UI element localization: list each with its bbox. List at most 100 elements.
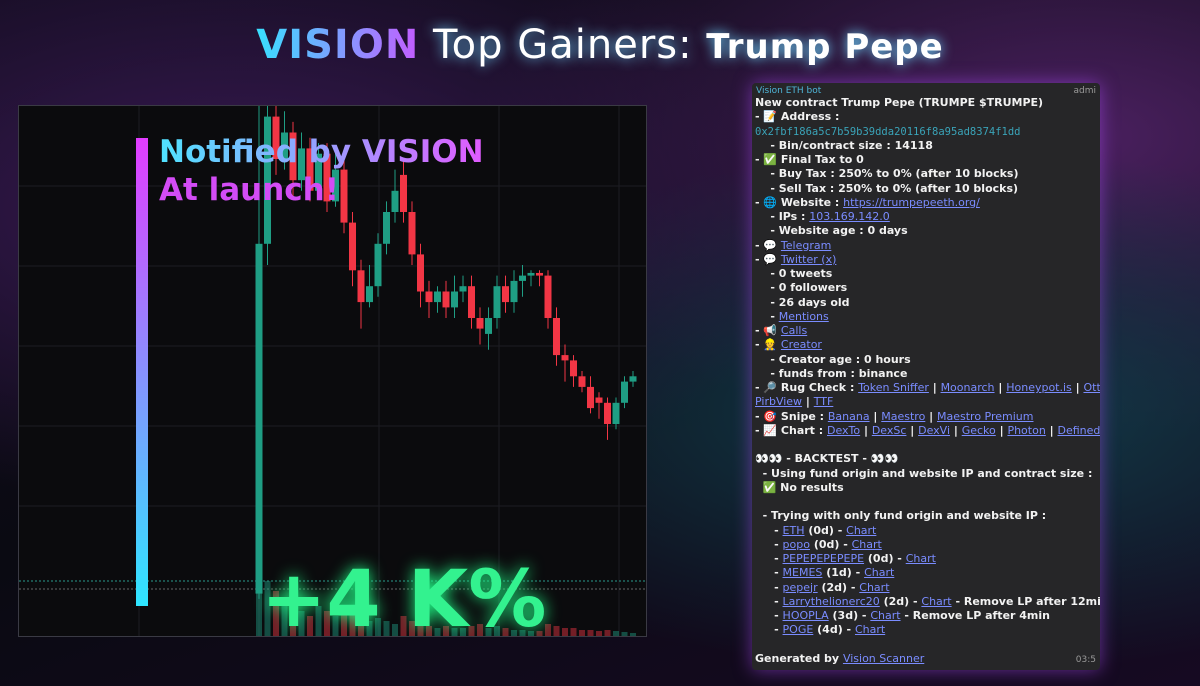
accent-bar xyxy=(136,138,148,606)
candle-body xyxy=(578,376,586,387)
link[interactable]: Chart xyxy=(854,623,886,637)
text: - 🔎 Rug Check : xyxy=(755,381,859,394)
text: - Website age : 0 days xyxy=(755,224,908,238)
text: | xyxy=(1045,423,1058,437)
message-line: - Sell Tax : 250% to 0% (after 10 blocks… xyxy=(755,182,1100,196)
text: - xyxy=(755,537,783,551)
link[interactable]: Banana xyxy=(827,409,870,423)
link[interactable]: HOOPLA xyxy=(782,609,829,622)
link[interactable]: Calls xyxy=(780,324,808,337)
text: fund origin and website IP : xyxy=(870,509,1047,523)
candle-body xyxy=(510,280,518,303)
chart: Notified by VISION At launch! +4 K% xyxy=(19,106,646,645)
message-line: - Creator age : 0 hours xyxy=(755,353,1100,367)
role: admi xyxy=(1073,86,1097,96)
link[interactable]: Maestro Premium xyxy=(937,409,1034,423)
link[interactable]: pepejr xyxy=(782,580,818,594)
link[interactable]: Chart xyxy=(851,537,882,551)
link[interactable]: MEMES xyxy=(782,566,823,580)
link[interactable]: Honeypot.is xyxy=(1006,381,1072,394)
link[interactable]: DexVi xyxy=(918,423,951,437)
link[interactable]: Creator xyxy=(780,338,822,352)
message-line: - 💬 Twitter (x) xyxy=(755,253,1100,267)
link[interactable]: POGE xyxy=(782,623,814,637)
candle-body xyxy=(459,286,467,292)
message-line: - Buy Tax : 250% to 0% (after 10 blocks) xyxy=(755,167,1100,181)
text: | xyxy=(860,423,872,437)
message-line: - 🌐 Website : https://trumpepeeth.org/ xyxy=(755,196,1100,210)
text: - Bin/contract size : 14118 xyxy=(755,138,933,152)
link[interactable]: Maestro xyxy=(881,409,926,423)
link[interactable]: Vision Scanner xyxy=(842,651,925,665)
volume-bar xyxy=(324,611,330,636)
link[interactable]: Chart xyxy=(864,566,895,580)
volume-bar xyxy=(596,631,602,636)
candle-body xyxy=(502,286,509,303)
volume-bar xyxy=(400,616,407,636)
volume-bar xyxy=(553,626,560,636)
link[interactable]: Chart xyxy=(846,523,877,537)
link[interactable]: popo xyxy=(782,537,810,551)
link[interactable]: PirbView xyxy=(755,395,803,409)
link[interactable]: https://trumpepeeth.org/ xyxy=(843,195,980,209)
link[interactable]: Larrythelionerc20 xyxy=(782,594,880,608)
volume-bar xyxy=(570,628,577,636)
text: - 🎯 Snipe : xyxy=(755,409,828,423)
link[interactable]: Otto xyxy=(1083,381,1100,394)
link[interactable]: DexSc xyxy=(871,423,907,437)
volume-bar xyxy=(621,632,628,636)
link[interactable]: Chart xyxy=(859,580,890,594)
message-line: - Larrythelionerc20 (2d) - Chart - Remov… xyxy=(755,595,1100,609)
volume-bar xyxy=(366,621,373,636)
text: | xyxy=(950,423,962,437)
link[interactable]: Chart xyxy=(905,552,936,565)
candle-body xyxy=(340,169,348,223)
message-line: - Bin/contract size : 14118 xyxy=(755,139,1100,153)
message-line: - funds from : binance xyxy=(755,367,1100,381)
message-line: - pepejr (2d) - Chart xyxy=(755,581,1100,595)
link[interactable]: Token Sniffer xyxy=(858,381,929,394)
link[interactable]: Photon xyxy=(1007,423,1046,437)
bold-text: New contract Trump Pepe (TRUMPE $TRUMPE) xyxy=(755,96,1044,109)
candle-body xyxy=(595,397,603,403)
text: (3d) - xyxy=(828,609,871,622)
candle-body xyxy=(587,386,594,409)
link[interactable]: Telegram xyxy=(780,238,832,252)
link[interactable]: 103.169.142.0 xyxy=(809,210,890,223)
text: - IPs : xyxy=(755,210,810,223)
link[interactable]: Moonarch xyxy=(940,381,995,394)
link[interactable]: Twitter (x) xyxy=(780,252,837,266)
link[interactable]: TTF xyxy=(813,395,834,409)
candle-body xyxy=(383,212,390,244)
message-line: - ETH (0d) - Chart xyxy=(755,524,1100,538)
volume-bar xyxy=(341,606,347,636)
candle-body xyxy=(612,402,620,424)
candle-body xyxy=(264,116,271,244)
message-line: - MEMES (1d) - Chart xyxy=(755,566,1100,580)
volume-bar xyxy=(426,626,432,636)
link[interactable]: DexTo xyxy=(827,423,861,437)
link[interactable]: PEPEPEPEPEPE xyxy=(782,552,865,565)
candle-body xyxy=(451,291,458,308)
volume-bar xyxy=(545,624,551,636)
link[interactable]: Chart xyxy=(870,609,901,622)
message-line: - IPs : 103.169.142.0 xyxy=(755,210,1100,224)
text: - xyxy=(755,523,783,537)
volume-bar xyxy=(256,576,262,636)
link[interactable]: Mentions xyxy=(778,309,829,323)
text: ✅ No results xyxy=(755,480,844,494)
volume-bar xyxy=(485,628,492,636)
text: | xyxy=(994,381,1007,394)
link[interactable]: Chart xyxy=(921,594,952,608)
text: - xyxy=(755,623,783,637)
volume-bar xyxy=(383,621,390,636)
link[interactable]: Defined xyxy=(1057,423,1101,437)
candle-body xyxy=(527,272,535,276)
text: - xyxy=(755,609,783,622)
text: - funds from : binance xyxy=(755,366,908,380)
link[interactable]: Gecko xyxy=(961,423,996,437)
text: - xyxy=(755,552,783,565)
candle-body xyxy=(629,376,637,382)
link[interactable]: ETH xyxy=(782,523,805,537)
text: - ✅ Final Tax to 0 xyxy=(755,153,864,166)
